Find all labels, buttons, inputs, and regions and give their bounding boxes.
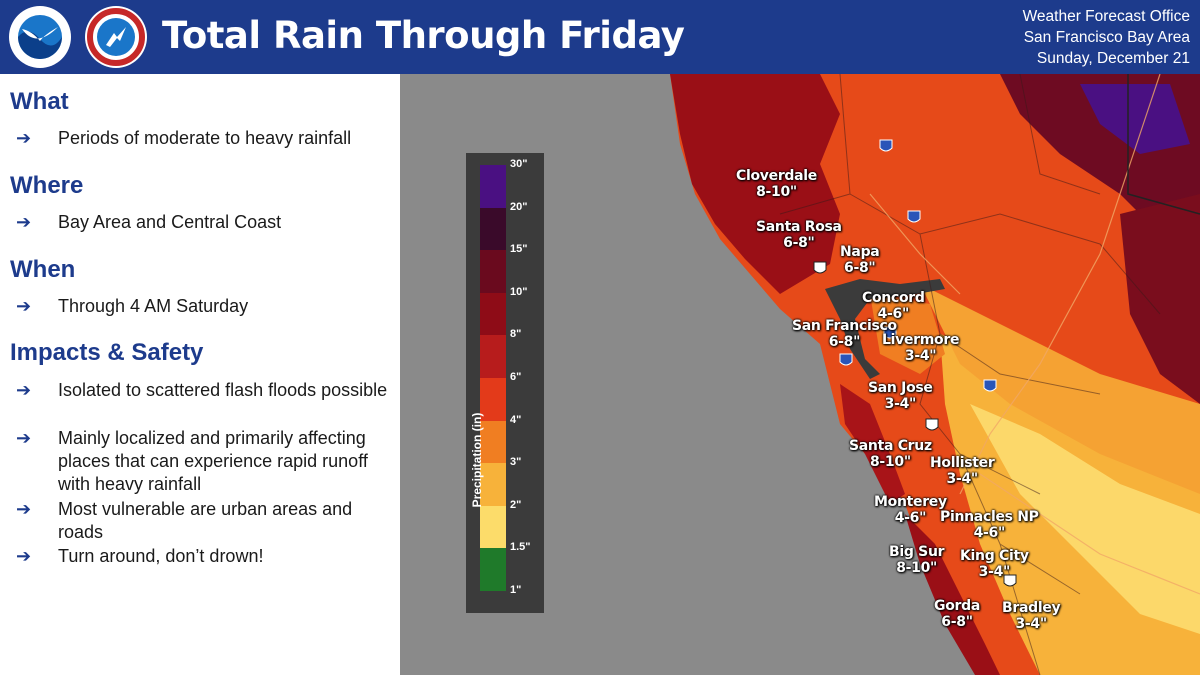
list-item-text: Periods of moderate to heavy rainfall (58, 128, 352, 148)
briefing-panel: What ➔ Periods of moderate to heavy rain… (0, 74, 400, 675)
list-item-text: Most vulnerable are urban areas and road… (58, 499, 353, 542)
highway-shield (925, 418, 939, 431)
highway-shield (983, 379, 997, 392)
arrow-icon: ➔ (16, 428, 32, 448)
zone-valley (920, 284, 1200, 494)
legend-axis-label: Precipitation (in) (470, 412, 484, 508)
legend-swatch (480, 207, 506, 251)
arrow-icon: ➔ (16, 499, 32, 519)
noaa-logo-icon (8, 5, 72, 69)
city-label-big-sur: Big Sur 8-10" (889, 544, 945, 576)
highway-shield (879, 139, 893, 152)
legend-swatch (480, 165, 506, 208)
office-info: Weather Forecast Office San Francisco Ba… (1023, 6, 1190, 69)
map-graphic (670, 74, 1200, 675)
legend-tick-label: 15" (510, 243, 528, 256)
city-label-napa: Napa 6-8" (840, 244, 880, 276)
zone-yellow (970, 404, 1200, 634)
zone-big-sur-heavy (905, 514, 1000, 675)
city-label-santa-rosa: Santa Rosa 6-8" (756, 219, 842, 251)
precipitation-legend: 30" 20" 15" 10" 8" 6" 4" 3" 2" 1.5" 1" Precipitatio… (466, 153, 544, 613)
legend-tick-label: 8" (510, 328, 522, 341)
highway-shield (907, 210, 921, 223)
legend-swatch (480, 420, 506, 464)
precipitation-map: 30" 20" 15" 10" 8" 6" 4" 3" 2" 1.5" 1" Precipitatio… (400, 74, 1200, 675)
arrow-icon: ➔ (16, 212, 32, 232)
list-item-text: Mainly localized and primarily affecting… (58, 428, 368, 494)
city-label-san-francisco: San Francisco 6-8" (792, 318, 897, 350)
city-label-cloverdale: Cloverdale 8-10" (736, 168, 817, 200)
highway-shield (839, 353, 853, 366)
state-border (1127, 74, 1200, 215)
nws-logo-icon (84, 5, 148, 69)
highway-shield (813, 261, 827, 274)
city-label-concord: Concord 4-6" (862, 290, 925, 322)
legend-tick-label: 4" (510, 413, 522, 426)
city-label-king-city: King City 3-4" (960, 548, 1029, 580)
section-heading-impacts: Impacts & Safety (10, 339, 204, 366)
list-item-text: Turn around, don’t drown! (58, 546, 264, 566)
city-label-livermore: Livermore 3-4" (882, 332, 960, 364)
section-heading-what: What (10, 88, 69, 115)
city-label-hollister: Hollister 3-4" (930, 455, 995, 487)
legend-swatch (480, 505, 506, 549)
arrow-icon: ➔ (16, 380, 32, 400)
legend-tick-label: 1" (510, 584, 522, 596)
page-title: Total Rain Through Friday (162, 14, 685, 57)
legend-tick-label: 3" (510, 456, 522, 469)
legend-swatch (480, 463, 506, 506)
city-label-san-jose: San Jose 3-4" (868, 380, 933, 412)
arrow-icon: ➔ (16, 546, 32, 566)
zone-coast-heavy (670, 74, 840, 294)
legend-swatch (480, 335, 506, 378)
legend-tick-label: 10" (510, 285, 528, 298)
zone-east-bay (870, 294, 945, 374)
zone-santa-cruz-heavy (840, 384, 905, 504)
highway-shield (1003, 574, 1017, 587)
legend-swatch (480, 292, 506, 336)
city-label-santa-cruz: Santa Cruz 8-10" (849, 438, 932, 470)
arrow-icon: ➔ (16, 296, 32, 316)
highway-lines (869, 74, 1200, 595)
city-label-gorda: Gorda 6-8" (934, 598, 980, 630)
section-heading-when: When (10, 256, 76, 283)
city-label-bradley: Bradley 3-4" (1002, 600, 1061, 632)
section-heading-where: Where (10, 172, 84, 199)
county-lines (779, 74, 1161, 675)
zone-north-purple (1080, 84, 1190, 154)
legend-tick-label: 1.5" (510, 541, 531, 554)
city-label-pinnacles-np: Pinnacles NP 4-6" (940, 509, 1039, 541)
city-label-monterey: Monterey 4-6" (874, 494, 947, 526)
arrow-icon: ➔ (16, 128, 32, 148)
list-item-text: Isolated to scattered flash floods possi… (58, 380, 388, 400)
legend-tick-label: 6" (510, 371, 522, 383)
list-item-text: Bay Area and Central Coast (58, 212, 282, 232)
legend-swatch (480, 250, 506, 293)
issue-date: Sunday, December 21 (1036, 50, 1190, 67)
office-name: Weather Forecast Office (1022, 8, 1190, 25)
list-item-text: Through 4 AM Saturday (58, 296, 249, 316)
header-bar: Total Rain Through Friday Weather Foreca… (0, 0, 1200, 74)
office-area: San Francisco Bay Area (1023, 29, 1190, 46)
bay-water (825, 279, 945, 379)
zone-sierra-heavy (1120, 194, 1200, 404)
legend-tick-label: 2" (510, 498, 522, 511)
legend-swatch (480, 548, 506, 591)
legend-tick-label: 20" (510, 200, 528, 213)
highway-shield (883, 326, 897, 339)
legend-swatch (480, 378, 506, 421)
legend-tick-label: 30" (510, 158, 528, 170)
